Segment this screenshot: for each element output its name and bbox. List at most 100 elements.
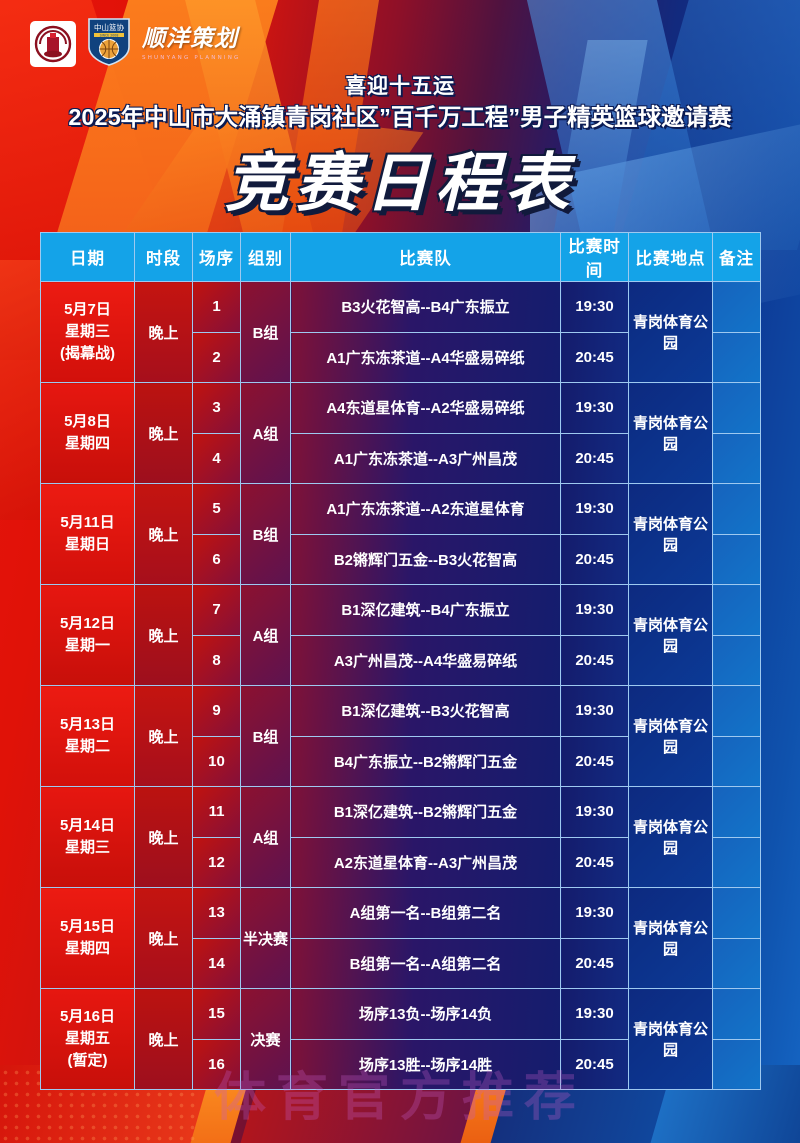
shunyang-planning-logo: 顺洋策划 SHUNYANG PLANNING (142, 24, 241, 61)
cell-group: A组 (240, 382, 291, 484)
cell-teams: A2东道星体育--A3广州昌茂 (290, 836, 561, 888)
cell-note (712, 786, 761, 838)
cell-teams: A1广东冻茶道--A4华盛易碎纸 (290, 331, 561, 383)
cell-venue: 青岗体育公园 (628, 382, 713, 484)
shunyang-planning-text: 顺洋策划 (142, 24, 238, 51)
cell-teams: B1深亿建筑--B2锵辉门五金 (290, 786, 561, 838)
cell-note (712, 281, 761, 333)
cell-time: 20:45 (560, 432, 629, 484)
cell-teams: B2锵辉门五金--B3火花智高 (290, 533, 561, 585)
table-header-row: 日期 时段 场序 组别 比赛队 比赛时间 比赛地点 备注 (40, 232, 761, 282)
cell-date: 5月16日 星期五 (暂定) (40, 988, 135, 1090)
cell-note (712, 331, 761, 383)
cell-order: 6 (192, 533, 241, 585)
table-row: 5月8日 星期四 晚上 3 A组 A4东道星体育--A2华盛易碎纸 19:30 青岗体育公园 (40, 382, 761, 484)
cell-time: 20:45 (560, 533, 629, 585)
column-header-venue: 比赛地点 (628, 232, 713, 282)
date-line-2: (暂定) (67, 1051, 108, 1069)
cell-period: 晚上 (134, 483, 193, 585)
date-line-1: 星期二 (64, 738, 110, 755)
cell-venue: 青岗体育公园 (628, 685, 713, 787)
cell-teams: B1深亿建筑--B3火花智高 (290, 685, 561, 737)
date-line-1: 星期三 (64, 323, 110, 341)
column-header-teams: 比赛队 (290, 232, 561, 282)
date-line-1: 星期一 (64, 637, 110, 654)
cell-order: 11 (192, 786, 241, 838)
cell-period: 晚上 (134, 988, 193, 1090)
cell-note (712, 533, 761, 585)
cell-time: 20:45 (560, 634, 629, 686)
cell-time: 19:30 (560, 382, 629, 434)
cell-time: 19:30 (560, 584, 629, 636)
table-row: 14 B组第一名--A组第二名 20:45 (41, 937, 761, 989)
table-row: 5月13日 星期二 晚上 9 B组 B1深亿建筑--B3火花智高 19:30 青岗体育公园 (40, 685, 761, 787)
cell-time: 19:30 (560, 281, 629, 333)
cell-venue: 青岗体育公园 (628, 887, 713, 989)
title-line-2: 2025年中山市大涌镇青岗社区”百千万工程”男子精英篮球邀请赛 (68, 104, 732, 130)
cell-venue: 青岗体育公园 (628, 483, 713, 585)
cell-teams: B组第一名--A组第二名 (290, 937, 561, 989)
date-line-1: 星期五 (64, 1030, 110, 1048)
cell-period: 晚上 (134, 382, 193, 484)
cell-note (712, 836, 761, 888)
cell-time: 19:30 (560, 988, 629, 1040)
date-line-0: 5月8日 (64, 413, 111, 431)
cell-period: 晚上 (134, 685, 193, 787)
date-line-0: 5月14日 (59, 817, 116, 835)
cell-note (712, 685, 761, 737)
cell-teams: 场序13胜--场序14胜 (290, 1038, 561, 1090)
cell-group: A组 (240, 786, 291, 888)
cell-note (712, 382, 761, 434)
table-row: 12 A2东道星体育--A3广州昌茂 20:45 (41, 836, 761, 888)
cell-order: 15 (192, 988, 241, 1040)
cell-teams: A1广东冻茶道--A2东道星体育 (290, 483, 561, 535)
cell-order: 14 (192, 937, 241, 989)
cell-note (712, 432, 761, 484)
table-body: 5月7日 星期三 (揭幕战) 晚上 1 B组 B3火花智高--B4广东振立 19:30 青岗体育… (40, 281, 761, 1090)
cell-note (712, 988, 761, 1040)
cell-venue: 青岗体育公园 (628, 786, 713, 888)
cell-time: 19:30 (560, 786, 629, 838)
cell-group: 决赛 (240, 988, 291, 1090)
date-line-1: 星期日 (64, 536, 110, 553)
column-header-note: 备注 (712, 232, 761, 282)
cell-date: 5月12日星期一 (40, 584, 135, 686)
cell-time: 20:45 (560, 735, 629, 787)
cell-order: 2 (192, 331, 241, 383)
cell-note (712, 937, 761, 989)
cell-order: 5 (192, 483, 241, 535)
schedule-table-container: 日期 时段 场序 组别 比赛队 比赛时间 比赛地点 备注 5月7日 星期三 (揭幕战… (40, 232, 761, 1090)
svg-text:SINCE 2008: SINCE 2008 (100, 33, 119, 37)
cell-order: 13 (192, 887, 241, 939)
cell-venue: 青岗体育公园 (628, 281, 713, 383)
date-line-0: 5月11日 (60, 514, 115, 532)
cell-teams: A3广州昌茂--A4华盛易碎纸 (290, 634, 561, 686)
cell-time: 20:45 (560, 836, 629, 888)
cell-order: 10 (192, 735, 241, 787)
table-row: 5月12日 星期一 晚上 7 A组 B1深亿建筑--B4广东振立 19:30 青岗体育公园 (40, 584, 761, 686)
cell-date: 5月7日 星期三 (揭幕战) (40, 281, 135, 383)
cell-period: 晚上 (134, 281, 193, 383)
cell-date: 5月15日 星期四 (40, 887, 135, 989)
cell-teams: A4东道星体育--A2华盛易碎纸 (290, 382, 561, 434)
column-header-group: 组别 (240, 232, 291, 282)
date-line-0: 5月13日 (59, 716, 116, 734)
table-row: 5月7日 星期三 (揭幕战) 晚上 1 B组 B3火花智高--B4广东振立 19:30 青岗体育… (40, 281, 761, 383)
cell-group: 半决赛 (240, 887, 291, 989)
column-header-period: 时段 (134, 232, 193, 282)
cell-note (712, 1038, 761, 1090)
schedule-table: 日期 时段 场序 组别 比赛队 比赛时间 比赛地点 备注 5月7日 星期三 (揭幕战… (40, 232, 761, 1090)
cell-period: 晚上 (134, 786, 193, 888)
cell-group: B组 (240, 483, 291, 585)
column-header-date: 日期 (40, 232, 135, 282)
page-title: 竞赛日程表 (225, 147, 575, 219)
table-row: 8 A3广州昌茂--A4华盛易碎纸 20:45 (41, 634, 761, 686)
table-row: 10 B4广东振立--B2锵辉门五金 20:45 (41, 735, 761, 787)
shunyang-planning-subtext: SHUNYANG PLANNING (142, 54, 241, 61)
cell-teams: B3火花智高--B4广东振立 (290, 281, 561, 333)
date-line-2: (揭幕战) (60, 344, 115, 362)
cell-teams: 场序13负--场序14负 (290, 988, 561, 1040)
date-line-0: 5月12日 (59, 615, 116, 633)
cell-time: 19:30 (560, 887, 629, 939)
zhongshan-basketball-association-shield-icon: 中山篮协 SINCE 2008 (87, 16, 131, 71)
